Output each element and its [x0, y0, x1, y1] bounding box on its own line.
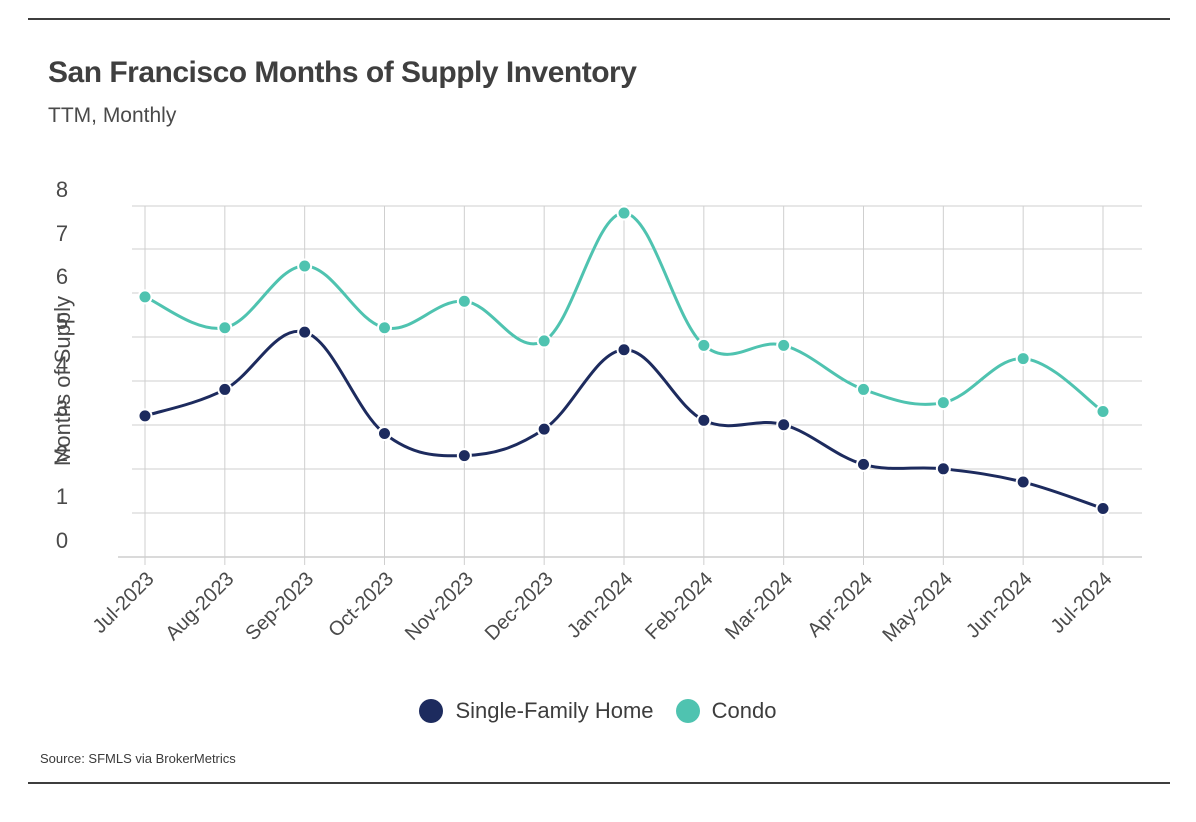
x-tick-label: Sep-2023 — [241, 568, 318, 645]
x-tick-label: Oct-2023 — [324, 568, 398, 642]
data-point-condo — [377, 320, 392, 336]
data-point-condo — [696, 337, 712, 353]
legend-label-single-family: Single-Family Home — [455, 698, 654, 723]
top-rule — [28, 18, 1170, 20]
data-point-single-family — [137, 408, 153, 424]
x-tick-label: Jul-2023 — [89, 568, 159, 638]
x-tick-label: Jul-2024 — [1047, 568, 1117, 638]
data-point-single-family — [217, 381, 233, 397]
legend-marker-condo — [675, 699, 700, 723]
data-point-condo — [776, 337, 792, 353]
data-point-condo — [616, 205, 632, 221]
data-point-condo — [856, 381, 871, 397]
y-tick-label: 5 — [56, 309, 68, 334]
x-tick-label: Feb-2024 — [641, 568, 717, 644]
data-point-single-family — [856, 456, 871, 472]
legend-item-condo[interactable]: Condo — [675, 698, 777, 724]
data-point-condo — [137, 289, 153, 305]
y-tick-label: 1 — [56, 484, 68, 509]
data-point-single-family — [456, 448, 472, 464]
data-point-condo — [456, 293, 472, 309]
data-point-single-family — [1015, 474, 1031, 490]
source-note: Source: SFMLS via BrokerMetrics — [40, 751, 236, 766]
x-tick-label: Nov-2023 — [401, 568, 478, 645]
data-point-single-family — [536, 421, 552, 437]
data-point-single-family — [1095, 500, 1111, 516]
legend-marker-single-family — [419, 699, 444, 723]
x-tick-label: Jan-2024 — [563, 568, 638, 643]
legend: Single-Family Home Condo — [0, 698, 1196, 729]
data-point-condo — [935, 395, 951, 411]
legend-item-single-family[interactable]: Single-Family Home — [419, 698, 654, 724]
data-point-single-family — [297, 324, 313, 340]
x-tick-label: Mar-2024 — [721, 568, 797, 644]
y-tick-label: 8 — [56, 177, 68, 202]
chart-title: San Francisco Months of Supply Inventory — [48, 56, 637, 89]
data-point-single-family — [776, 417, 792, 433]
data-point-single-family — [935, 461, 951, 477]
y-tick-label: 2 — [56, 441, 68, 466]
y-tick-label: 7 — [56, 221, 68, 246]
x-tick-label: May-2024 — [878, 568, 956, 646]
data-point-condo — [1095, 403, 1111, 419]
data-point-single-family — [377, 426, 392, 442]
bottom-rule — [28, 782, 1170, 784]
data-point-single-family — [616, 342, 632, 358]
y-tick-label: 0 — [56, 528, 68, 553]
y-axis-title: Months of Supply — [50, 296, 75, 466]
data-point-condo — [297, 258, 313, 274]
x-tick-label: Apr-2024 — [803, 568, 877, 642]
data-point-condo — [536, 333, 552, 349]
y-tick-label: 4 — [56, 352, 68, 377]
x-tick-label: Jun-2024 — [962, 568, 1037, 643]
x-tick-label: Dec-2023 — [481, 568, 558, 645]
data-point-condo — [217, 320, 233, 336]
chart-subtitle: TTM, Monthly — [48, 104, 177, 127]
legend-label-condo: Condo — [711, 698, 777, 723]
data-point-single-family — [696, 412, 712, 428]
data-point-condo — [1015, 351, 1031, 367]
y-tick-label: 3 — [56, 396, 68, 421]
y-tick-label: 6 — [56, 264, 68, 289]
x-tick-label: Aug-2023 — [161, 568, 238, 645]
